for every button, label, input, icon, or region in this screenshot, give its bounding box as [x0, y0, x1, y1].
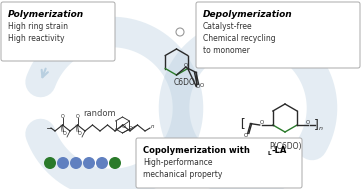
Text: [: [ — [238, 117, 245, 130]
Text: High ring strain: High ring strain — [8, 22, 68, 31]
Text: O: O — [63, 131, 66, 136]
Text: O: O — [77, 131, 81, 136]
Text: High-performance: High-performance — [143, 158, 212, 167]
Text: to monomer: to monomer — [203, 46, 250, 55]
Text: n: n — [318, 125, 322, 130]
Text: mechanical property: mechanical property — [143, 170, 222, 179]
FancyBboxPatch shape — [196, 2, 360, 68]
Circle shape — [57, 157, 69, 169]
Circle shape — [44, 157, 56, 169]
Circle shape — [96, 157, 108, 169]
Circle shape — [176, 28, 184, 36]
Text: O: O — [60, 114, 64, 119]
Text: O: O — [76, 114, 79, 119]
Circle shape — [83, 157, 95, 169]
Text: Chemical recycling: Chemical recycling — [203, 34, 275, 43]
FancyBboxPatch shape — [136, 138, 302, 188]
FancyBboxPatch shape — [1, 2, 115, 61]
Text: O: O — [244, 133, 248, 138]
Text: Copolymerization with: Copolymerization with — [143, 146, 250, 155]
Text: O: O — [260, 121, 264, 125]
Text: O: O — [306, 121, 311, 125]
Circle shape — [70, 157, 82, 169]
Circle shape — [109, 157, 121, 169]
Text: P(C6DO): P(C6DO) — [269, 142, 301, 150]
Text: O: O — [121, 123, 125, 129]
Text: random: random — [84, 109, 116, 119]
Text: L: L — [267, 151, 270, 156]
Text: Catalyst-free: Catalyst-free — [203, 22, 253, 31]
Text: Depolymerization: Depolymerization — [203, 10, 292, 19]
Text: O: O — [184, 63, 188, 68]
Text: n: n — [151, 123, 155, 129]
Text: ]: ] — [312, 119, 320, 132]
Text: High reactivity: High reactivity — [8, 34, 64, 43]
Text: Polymerization: Polymerization — [8, 10, 84, 19]
Text: O: O — [129, 125, 133, 130]
Text: -LA: -LA — [271, 146, 286, 155]
Text: C6DO: C6DO — [174, 78, 196, 87]
Text: O: O — [199, 83, 204, 88]
Text: O: O — [196, 84, 200, 89]
Circle shape — [244, 144, 252, 152]
